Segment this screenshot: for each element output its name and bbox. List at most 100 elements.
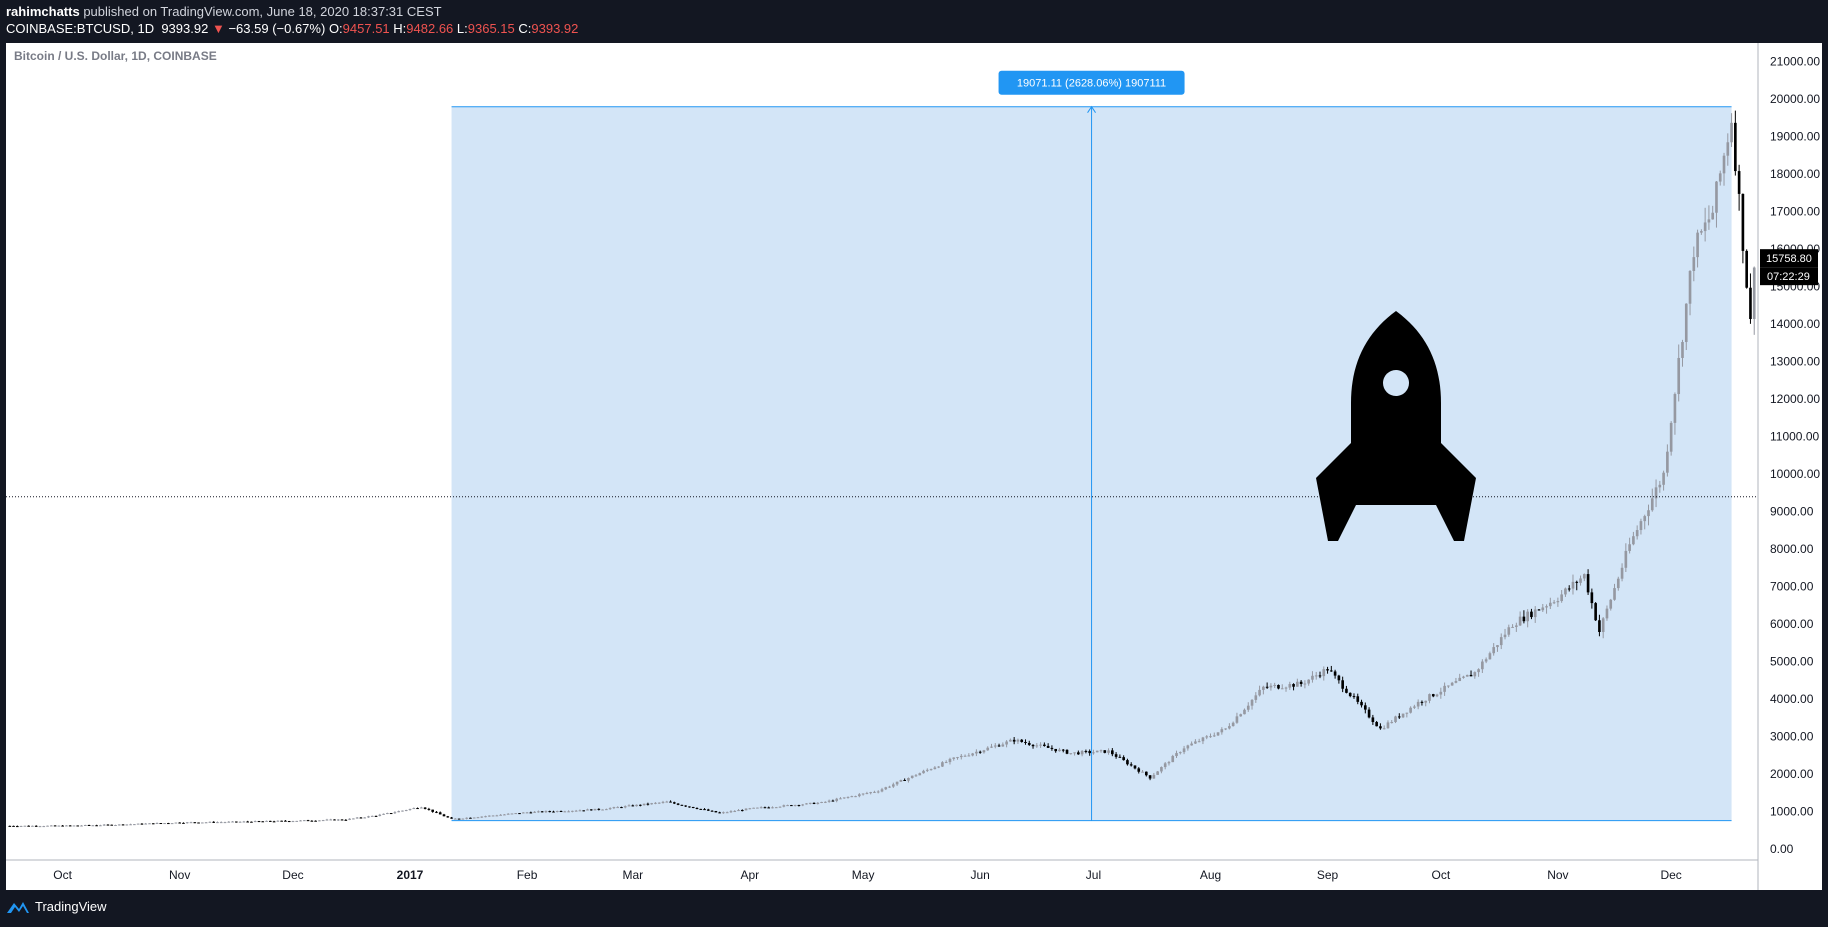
candle-body — [159, 823, 163, 825]
candle-body — [1363, 705, 1367, 710]
candle-body — [1194, 741, 1197, 744]
candle-body — [272, 821, 276, 823]
candle-body — [1450, 682, 1454, 686]
candle-body — [673, 802, 676, 804]
candle-body — [869, 792, 872, 794]
candle-body — [1239, 714, 1243, 717]
candle-body — [49, 825, 53, 827]
candle-body — [1133, 765, 1137, 769]
symbol-label[interactable]: COINBASE:BTCUSD, 1D — [6, 21, 155, 36]
candle-body — [121, 824, 125, 826]
candle-body — [1749, 287, 1752, 320]
candle-body — [718, 812, 721, 814]
candle-body — [733, 811, 737, 813]
candle-body — [355, 817, 359, 819]
candle-body — [1386, 722, 1390, 729]
candle-body — [688, 806, 691, 808]
candle-body — [1280, 688, 1284, 690]
candle-body — [268, 820, 272, 822]
candle-body — [1001, 744, 1005, 747]
candle-body — [136, 823, 140, 825]
candle-body — [1734, 122, 1737, 172]
candle-body — [1186, 745, 1190, 749]
candle-body — [778, 806, 782, 808]
candle-body — [790, 805, 793, 807]
candle-body — [1443, 685, 1446, 692]
candle-body — [344, 819, 348, 821]
high-value: 9482.66 — [406, 21, 454, 36]
candle-body — [1616, 578, 1620, 589]
candle-body — [302, 820, 306, 822]
candle-body — [382, 813, 385, 815]
last-price-badge-text: 15758.80 — [1766, 253, 1812, 265]
y-tick-label: 20000.00 — [1770, 92, 1820, 106]
candle-body — [903, 779, 906, 781]
candle-body — [1662, 472, 1665, 485]
candle-body — [1537, 609, 1541, 611]
candle-body — [1118, 756, 1122, 758]
candle-body — [1080, 751, 1084, 755]
candle-body — [1431, 694, 1435, 697]
measure-tool[interactable]: 19071.11 (2628.06%) 1907111 — [451, 70, 1732, 822]
candle-body — [1175, 753, 1178, 757]
candle-body — [1632, 536, 1635, 545]
candle-body — [208, 821, 212, 823]
candle-body — [435, 811, 438, 813]
candle-body — [1197, 741, 1201, 743]
candle-body — [1462, 676, 1465, 678]
candle-body — [1549, 602, 1552, 607]
candle-body — [1496, 645, 1499, 648]
candle-body — [1299, 681, 1303, 684]
candle-body — [1435, 694, 1439, 697]
candle-body — [1333, 671, 1337, 676]
candle-body — [57, 825, 61, 827]
candle-body — [1745, 250, 1748, 288]
candle-body — [1273, 684, 1277, 686]
candle-body — [978, 751, 982, 753]
candle-body — [1488, 653, 1492, 660]
candle-body — [295, 820, 299, 822]
price-axis[interactable]: 21000.00 20000.00 19000.00 18000.00 17000.00… — [1757, 43, 1820, 890]
candle-body — [1560, 594, 1563, 602]
candle-body — [336, 819, 340, 821]
candle-body — [314, 820, 317, 822]
candle-body — [469, 817, 472, 819]
candle-body — [1518, 616, 1522, 626]
candle-body — [1144, 771, 1148, 776]
chart-area[interactable]: 19071.11 (2628.06%) 1907111 Bitcoin / U.… — [6, 43, 1822, 890]
measure-label-box — [998, 70, 1185, 95]
candle-body — [635, 804, 638, 807]
x-tick-label: Nov — [169, 868, 190, 882]
candle-body — [140, 823, 144, 825]
time-axis[interactable]: Oct Nov Dec 2017 Feb Mar Apr May Jun Jul Aug Sep Oct… — [6, 859, 1758, 882]
candle-body — [1737, 171, 1741, 194]
candle-body — [559, 811, 563, 813]
countdown-badge-text: 07:22:29 — [1767, 271, 1810, 283]
candle-body — [937, 766, 940, 768]
candle-body — [53, 825, 57, 827]
brand[interactable]: TradingView — [6, 899, 107, 914]
price-chart[interactable]: 19071.11 (2628.06%) 1907111 Bitcoin / U.… — [6, 43, 1822, 890]
candle-body — [1084, 751, 1088, 753]
y-tick-label: 13000.00 — [1770, 355, 1820, 369]
last-price: 9393.92 — [161, 21, 209, 36]
candle-body — [740, 810, 744, 812]
candle-body — [1307, 679, 1310, 684]
candle-body — [276, 820, 280, 822]
candle-body — [1669, 422, 1673, 452]
candle-body — [816, 802, 820, 804]
candle-body — [918, 773, 922, 776]
candle-body — [114, 825, 117, 827]
open-label: O: — [328, 21, 343, 36]
candle-body — [650, 803, 653, 805]
candle-body — [397, 811, 401, 813]
candle-body — [1730, 122, 1733, 143]
candle-body — [420, 807, 423, 809]
candle-body — [133, 824, 136, 826]
candle-body — [993, 745, 997, 747]
candle-body — [1360, 701, 1363, 706]
candle-body — [1156, 771, 1159, 775]
candle-body — [1492, 647, 1496, 654]
author-name[interactable]: rahimchatts — [6, 4, 80, 19]
candle-body — [1692, 257, 1696, 271]
